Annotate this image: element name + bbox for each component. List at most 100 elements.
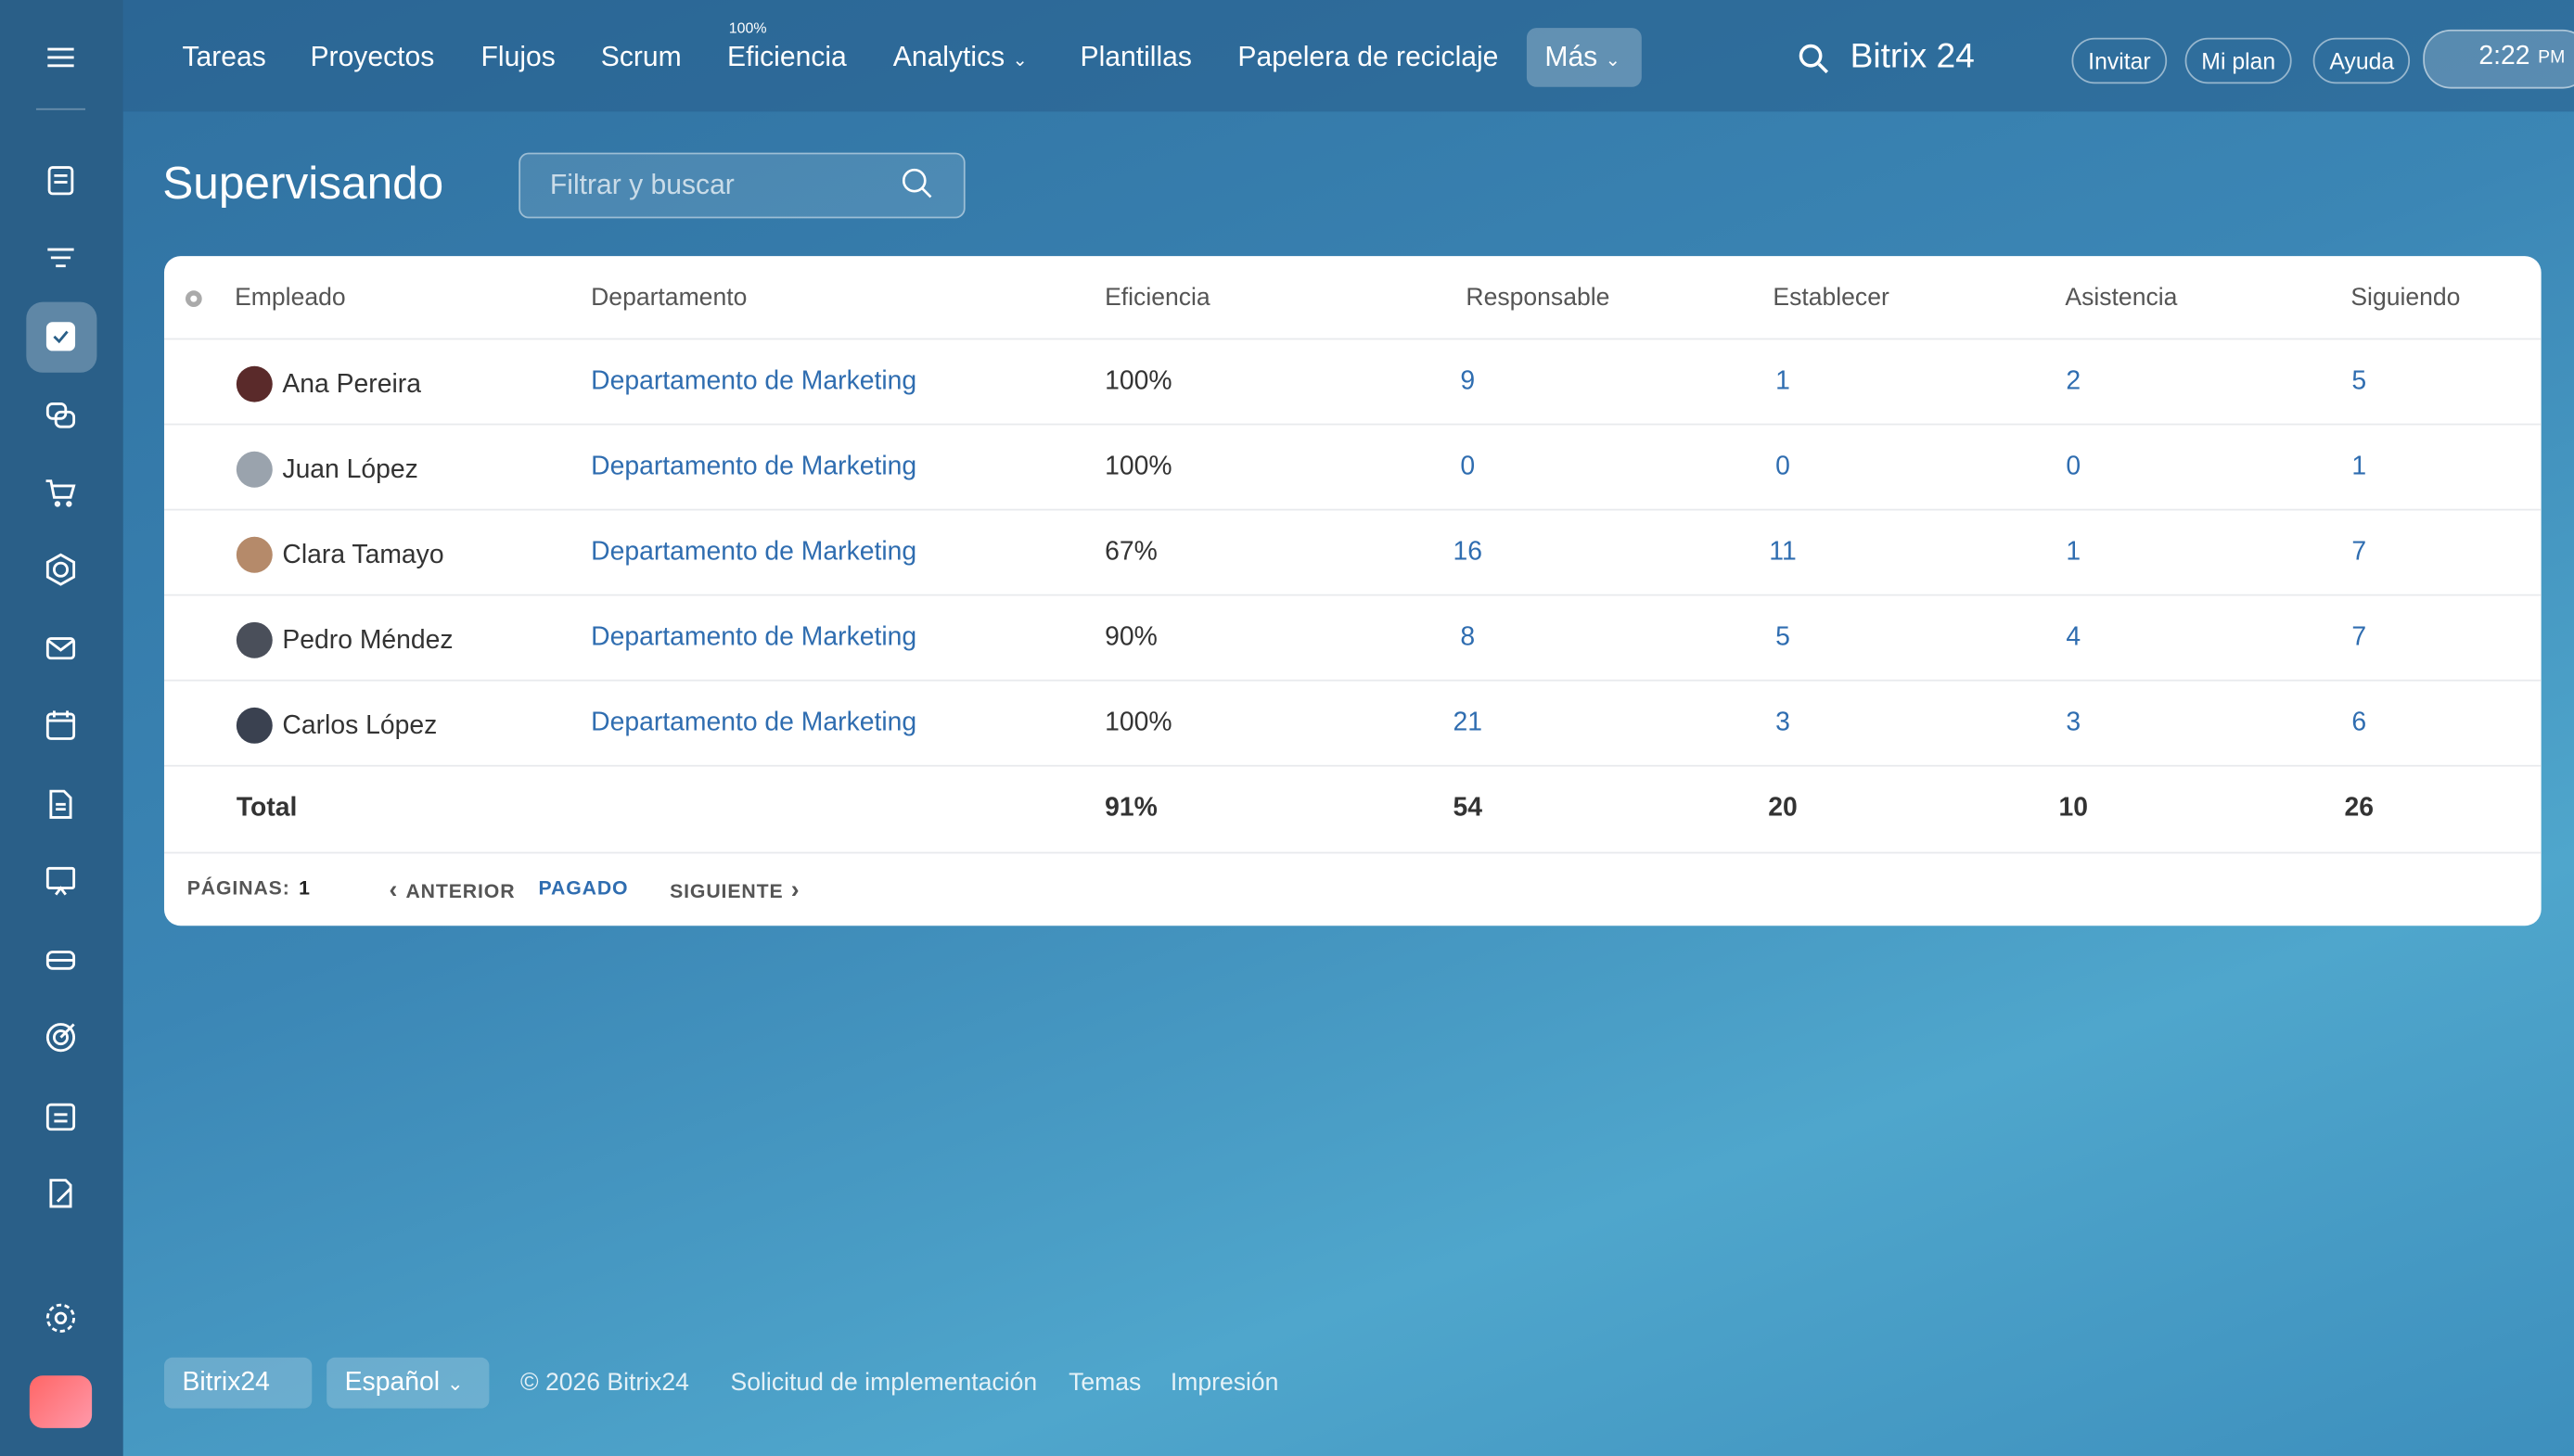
header-button[interactable]: Mi plan	[2184, 37, 2292, 84]
header-button[interactable]: Ayuda	[2312, 37, 2411, 84]
nav-icon[interactable]	[45, 1021, 77, 1054]
department-link[interactable]: Departamento de Marketing	[591, 367, 917, 396]
copyright: © 2026 Bitrix24	[520, 1369, 689, 1398]
count-link[interactable]: 21	[1453, 709, 1482, 737]
efficiency: 90%	[1105, 623, 1158, 652]
rocket-button[interactable]	[29, 1375, 93, 1428]
nav-item[interactable]: Analytics ⌄	[892, 41, 1028, 72]
count-link[interactable]: 7	[2351, 623, 2367, 652]
nav-icon[interactable]	[45, 788, 77, 821]
count-link[interactable]: 5	[1775, 623, 1790, 652]
total-value: 91%	[1105, 794, 1158, 823]
avatar	[236, 707, 273, 744]
nav-icon[interactable]	[45, 632, 77, 664]
menu-icon[interactable]	[45, 41, 77, 73]
language[interactable]: Español ⌄	[344, 1369, 464, 1398]
employee-name[interactable]: Carlos López	[282, 712, 438, 741]
settings-icon[interactable]	[45, 1302, 77, 1335]
nav-icon[interactable]	[45, 865, 77, 898]
footer-brand-box[interactable]	[163, 1357, 313, 1409]
nav-badge: 100%	[728, 19, 767, 36]
count-link[interactable]: 8	[1460, 623, 1476, 652]
employee-name[interactable]: Pedro Méndez	[282, 627, 454, 656]
count-link[interactable]: 5	[2351, 367, 2367, 396]
count-link[interactable]: 0	[1775, 453, 1790, 481]
brand: Bitrix 24	[1850, 37, 1975, 76]
column-header[interactable]: Asistencia	[2065, 284, 2178, 313]
nav-item[interactable]: Proyectos	[310, 41, 435, 72]
pagination-prev[interactable]: ‹ ANTERIOR	[389, 876, 516, 905]
column-header[interactable]: Establecer	[1773, 284, 1889, 313]
count-link[interactable]: 6	[2351, 709, 2367, 737]
count-link[interactable]: 1	[1775, 367, 1790, 396]
search-box[interactable]	[519, 152, 966, 219]
nav-icon[interactable]	[45, 1100, 77, 1132]
table-row: Juan López Departamento de Marketing 100% 0…	[163, 423, 2542, 511]
count-link[interactable]: 1	[2066, 538, 2081, 567]
nav-item[interactable]: Scrum	[600, 41, 682, 72]
nav-item[interactable]: Papelera de reciclaje	[1237, 41, 1499, 72]
count-link[interactable]: 3	[2066, 709, 2081, 737]
count-link[interactable]: 9	[1460, 367, 1476, 396]
clock-box[interactable]	[2423, 29, 2574, 89]
nav-item[interactable]: Flujos	[480, 41, 556, 72]
nav-item[interactable]: Más ⌄	[1544, 41, 1620, 72]
pagination-label: PÁGINAS:	[186, 876, 290, 900]
nav-icon[interactable]	[45, 320, 77, 352]
nav-icon[interactable]	[45, 164, 77, 197]
total-label: Total	[236, 794, 298, 823]
footer-link[interactable]: Solicitud de implementación	[730, 1369, 1038, 1398]
employee-name[interactable]: Ana Pereira	[282, 371, 421, 400]
language-box[interactable]	[327, 1357, 490, 1409]
column-header[interactable]: Siguiendo	[2350, 284, 2461, 313]
mas-highlight	[1526, 28, 1642, 87]
page-title: Supervisando	[162, 157, 444, 209]
count-link[interactable]: 0	[2066, 453, 2081, 481]
total-value: 26	[2344, 794, 2374, 823]
search-icon[interactable]	[1798, 43, 1830, 75]
nav-item[interactable]: Plantillas	[1080, 41, 1192, 72]
table-row: Clara Tamayo Departamento de Marketing 67%…	[163, 508, 2542, 596]
count-link[interactable]: 16	[1453, 538, 1482, 567]
column-header[interactable]: Eficiencia	[1105, 284, 1210, 313]
nav-icon[interactable]	[45, 476, 77, 508]
department-link[interactable]: Departamento de Marketing	[591, 623, 917, 652]
column-header[interactable]: Departamento	[591, 284, 748, 313]
nav-icon[interactable]	[45, 944, 77, 977]
footer-link[interactable]: Impresión	[1170, 1369, 1279, 1398]
efficiency: 67%	[1105, 538, 1158, 567]
search-icon[interactable]	[902, 168, 934, 200]
column-header[interactable]: Responsable	[1466, 284, 1610, 313]
count-link[interactable]: 7	[2351, 538, 2367, 567]
nav-icon[interactable]	[45, 399, 77, 431]
department-link[interactable]: Departamento de Marketing	[591, 538, 917, 567]
pagination-current[interactable]: PAGADO	[538, 876, 629, 900]
count-link[interactable]: 11	[1769, 538, 1797, 567]
department-link[interactable]: Departamento de Marketing	[591, 453, 917, 481]
nav-icon[interactable]	[45, 243, 77, 275]
pagination-page: 1	[299, 876, 311, 900]
nav-item[interactable]: Tareas	[182, 41, 266, 72]
column-header[interactable]: Empleado	[235, 284, 346, 313]
department-link[interactable]: Departamento de Marketing	[591, 709, 917, 737]
count-link[interactable]: 0	[1460, 453, 1476, 481]
employee-name[interactable]: Clara Tamayo	[282, 542, 444, 570]
clock-ampm: PM	[2538, 47, 2566, 68]
search-placeholder[interactable]: Filtrar y buscar	[549, 169, 735, 200]
footer-brand[interactable]: Bitrix24	[182, 1369, 270, 1398]
sidebar	[0, 0, 123, 1456]
count-link[interactable]: 3	[1775, 709, 1790, 737]
nav-icon[interactable]	[45, 1177, 77, 1209]
count-link[interactable]: 4	[2066, 623, 2081, 652]
count-link[interactable]: 1	[2351, 453, 2367, 481]
table-row: Pedro Méndez Departamento de Marketing 90%…	[163, 594, 2542, 682]
footer-link[interactable]: Temas	[1069, 1369, 1142, 1398]
employee-name[interactable]: Juan López	[282, 456, 418, 485]
count-link[interactable]: 2	[2066, 367, 2081, 396]
nav-icon[interactable]	[45, 709, 77, 742]
nav-item[interactable]: Eficiencia	[727, 41, 847, 72]
nav-icon[interactable]	[45, 553, 77, 586]
header-button[interactable]: Invitar	[2071, 37, 2168, 84]
pagination-next[interactable]: SIGUIENTE ›	[670, 876, 800, 905]
settings-icon[interactable]	[181, 286, 207, 312]
